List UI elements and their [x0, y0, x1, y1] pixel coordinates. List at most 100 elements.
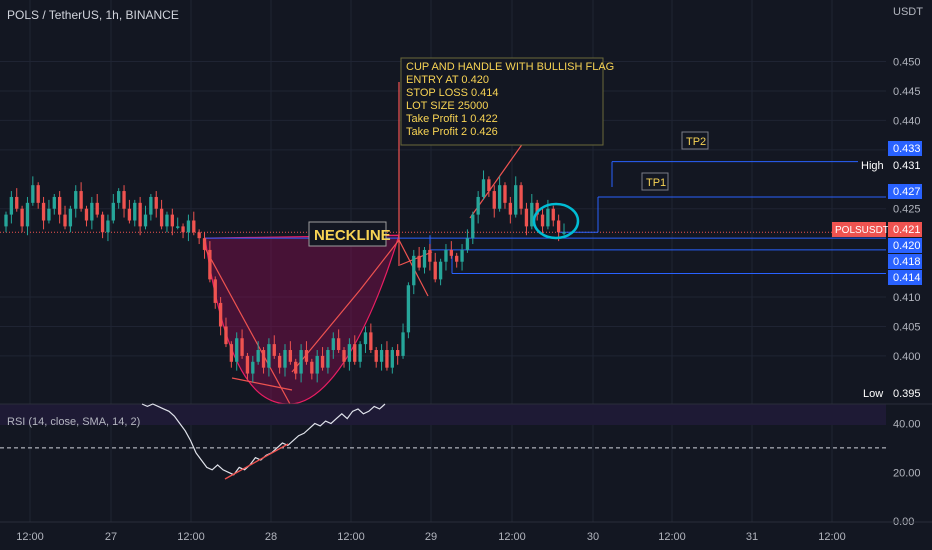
tp1-price-tag: 0.427 [893, 186, 921, 198]
candle-body [154, 196, 158, 209]
candle [122, 185, 126, 218]
candle [530, 194, 534, 230]
candle-body [159, 208, 164, 227]
candle-body [562, 232, 566, 234]
currency-label: USDT [893, 6, 923, 18]
candle [251, 355, 255, 383]
candle [218, 297, 223, 336]
candle-body [497, 185, 502, 209]
candle-body [524, 208, 529, 227]
time-tick-label: 30 [587, 531, 599, 543]
candle [363, 326, 368, 353]
candle [15, 188, 19, 212]
price-axis[interactable]: USDT 0.4500.4450.4400.4350.4250.4100.405… [893, 6, 923, 363]
time-tick-label: 27 [105, 531, 117, 543]
candle [36, 182, 40, 209]
candle-body [374, 350, 378, 362]
candle [417, 246, 421, 271]
candle-body [433, 261, 437, 280]
candle [170, 208, 174, 236]
candle [192, 211, 196, 236]
candle-body [546, 208, 550, 227]
candle-body [100, 214, 105, 233]
candle-body [514, 185, 518, 215]
candle-body [117, 191, 121, 203]
candle [272, 335, 276, 359]
candle-body [396, 350, 400, 356]
candle-body [240, 338, 244, 356]
rsi-label: RSI (14, close, SMA, 14, 2) [7, 416, 140, 428]
candle-body [224, 326, 228, 345]
candle [508, 196, 513, 224]
candle-body [455, 255, 459, 262]
candle-body [508, 202, 513, 215]
candle-body [342, 350, 346, 362]
candle-body [353, 344, 357, 362]
rsi-pane-band [0, 404, 886, 425]
candle [497, 176, 502, 212]
price-tick-label: 0.425 [893, 204, 921, 216]
candle-body [272, 344, 276, 356]
candle-body [347, 344, 352, 362]
annotation-line: ENTRY AT 0.420 [406, 74, 489, 86]
candle [127, 199, 132, 224]
candle [353, 335, 357, 365]
candle-body [519, 185, 523, 209]
candle-body [326, 350, 330, 368]
candle-body [213, 279, 217, 303]
neckline-label-box [308, 221, 387, 247]
candle [79, 182, 83, 212]
price-tick-label: 0.445 [893, 86, 921, 98]
annotation-text: CUP AND HANDLE WITH BULLISH FLAG ENTRY A… [406, 61, 614, 138]
candles [4, 170, 566, 383]
candle [159, 199, 164, 230]
candle [535, 199, 539, 221]
candle-body [336, 338, 341, 351]
time-tick-label: 12:00 [498, 531, 526, 543]
candle [358, 341, 362, 368]
candle [492, 185, 496, 218]
candle [331, 332, 335, 359]
candle-body [197, 232, 201, 239]
candle [385, 341, 389, 371]
candle-body [202, 238, 207, 250]
candle-body [481, 179, 486, 197]
candle [68, 205, 73, 233]
candle-body [106, 220, 110, 233]
candle-body [503, 185, 507, 203]
candle-body [218, 302, 223, 327]
candle [540, 208, 545, 236]
candle [25, 196, 30, 236]
low-label: Low [863, 388, 883, 400]
candle [369, 323, 373, 353]
candle [401, 323, 405, 359]
candle-body [283, 350, 287, 368]
stop-price-tag: 0.414 [893, 272, 921, 284]
candle-body [535, 202, 539, 215]
candle [267, 338, 271, 377]
candle [224, 317, 228, 348]
candle [374, 347, 378, 368]
candle [465, 229, 470, 253]
candle [455, 252, 459, 268]
candle [213, 276, 217, 309]
candle [57, 191, 62, 224]
candle [310, 358, 314, 380]
handle-price-tag: 0.418 [893, 256, 921, 268]
candle-body [133, 202, 137, 221]
time-tick-label: 12:00 [818, 531, 846, 543]
candle-body [149, 196, 153, 215]
candle [4, 211, 8, 233]
time-axis[interactable]: 12:00 27 12:00 28 12:00 29 12:00 30 12:00 31 12:00 [16, 531, 846, 543]
candle-body [127, 208, 132, 221]
trend-line [291, 289, 361, 373]
candle [95, 194, 99, 218]
candle-body [235, 338, 239, 362]
candle [444, 244, 448, 271]
candle [294, 358, 298, 380]
candle [256, 341, 260, 365]
candle [235, 332, 239, 371]
candle-body [288, 350, 293, 362]
